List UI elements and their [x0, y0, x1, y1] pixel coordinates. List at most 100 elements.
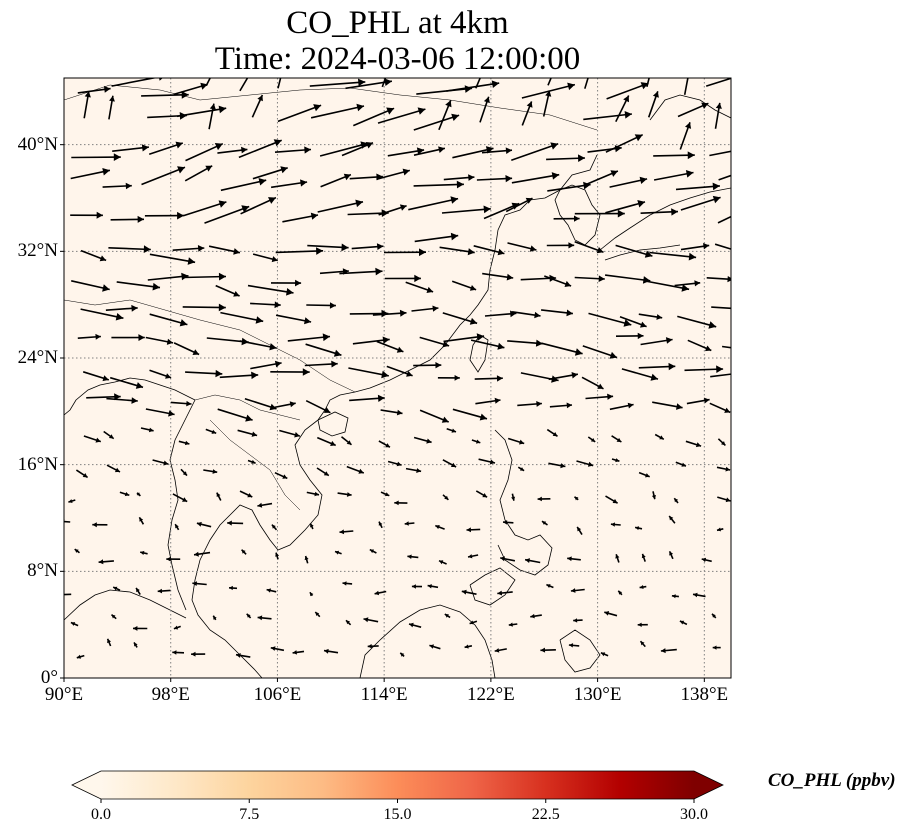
wind-vector-arrow [481, 147, 513, 154]
map-title-line-2: Time: 2024-03-06 12:00:00 [214, 41, 581, 77]
wind-vector-arrow [82, 371, 110, 382]
wind-vector-arrow [341, 436, 352, 446]
wind-vector-arrow [680, 195, 721, 211]
wind-vector-arrow [174, 523, 180, 531]
wind-vector-arrow [621, 368, 659, 381]
wind-vector-arrow [497, 590, 513, 596]
wind-vector-arrow [467, 554, 479, 559]
wind-vector-arrow [279, 429, 301, 438]
wind-vector-arrow [185, 142, 224, 162]
lon-tick-label: 130°E [573, 684, 622, 705]
wind-vector-arrow [108, 245, 151, 253]
wind-vector-arrow [204, 205, 250, 224]
wind-vector-arrow [568, 643, 580, 648]
wind-vector-arrow [76, 654, 85, 659]
wind-vector-arrow [640, 337, 673, 346]
wind-vector-arrow [173, 82, 208, 96]
wind-vector-arrow [585, 393, 614, 400]
wind-vector-arrow [277, 78, 282, 89]
wind-vector-arrow [408, 622, 422, 628]
wind-vector-arrow [437, 375, 460, 381]
wind-vector-arrow [239, 78, 249, 92]
wind-vector-arrow [235, 653, 251, 658]
colorbar-over-triangle [694, 771, 723, 799]
wind-vector-arrow [413, 362, 442, 369]
wind-vector-arrow [217, 146, 248, 154]
wind-vector-arrow [654, 433, 665, 440]
wind-vector-arrow [615, 332, 644, 340]
wind-vector-arrow [674, 280, 701, 287]
wind-vector-arrow [75, 469, 89, 479]
wind-vector-arrow [609, 402, 634, 411]
wind-vector-arrow [587, 436, 596, 443]
wind-vector-arrow [252, 166, 288, 180]
wind-vector-arrow [205, 78, 212, 87]
wind-vector-arrow [583, 111, 632, 121]
wind-vector-arrow [106, 638, 112, 647]
wind-vector-arrow [611, 435, 622, 443]
map-title-line-1: CO_PHL at 4km [286, 5, 509, 41]
wind-vector-arrow [384, 274, 421, 283]
wind-vector-arrow [68, 499, 76, 503]
wind-vector-arrow [609, 176, 648, 188]
wind-vector-arrow [108, 95, 115, 120]
wind-vector-arrow [714, 102, 722, 129]
wind-vector-arrow [310, 103, 365, 119]
wind-vector-arrow [478, 458, 496, 465]
wind-vector-arrow [549, 402, 573, 409]
wind-vector-arrow [692, 592, 706, 598]
wind-vector-arrow [651, 491, 656, 500]
wind-vector-arrow [507, 339, 543, 347]
wind-vector-arrow [443, 174, 475, 181]
wind-vector-arrow [316, 436, 337, 447]
wind-vectors [64, 78, 731, 659]
wind-vector-arrow [567, 556, 581, 562]
wind-vector-arrow [717, 438, 726, 446]
wind-vector-arrow [653, 170, 694, 181]
wind-vector-arrow [419, 336, 450, 348]
wind-vector-arrow [110, 613, 117, 620]
wind-vector-arrow [548, 372, 579, 381]
wind-vector-arrow [149, 313, 188, 327]
wind-vector-arrow [706, 276, 731, 283]
wind-vector-arrow [77, 85, 111, 94]
wind-vector-arrow [716, 527, 724, 532]
wind-vector-arrow [228, 585, 238, 591]
wind-vector-arrow [176, 105, 227, 118]
wind-vector-arrow [411, 305, 439, 312]
wind-vector-arrow [652, 401, 683, 410]
wind-vector-arrow [383, 248, 427, 257]
wind-vector-arrow [149, 253, 196, 265]
wind-vector-arrow [443, 333, 485, 343]
wind-vector-arrow [152, 459, 169, 466]
wind-vector-arrow [172, 650, 185, 655]
wind-vector-arrow [191, 651, 206, 657]
wind-vector-arrow [304, 555, 309, 564]
wind-vector-arrow [680, 243, 710, 251]
wind-vector-arrow [505, 197, 533, 213]
wind-vector-arrow [407, 554, 419, 559]
wind-vector-arrow [673, 497, 679, 504]
wind-vector-arrow [203, 469, 218, 474]
lat-tick-label: 16°N [17, 453, 58, 475]
wind-vector-arrow [274, 146, 312, 154]
lat-tick-label: 32°N [17, 240, 58, 262]
wind-vector-arrow [508, 622, 518, 627]
wind-vector-arrow [604, 274, 651, 284]
wind-vector-arrow [270, 401, 296, 409]
wind-vector-arrow [540, 647, 556, 653]
wind-vector-arrow [147, 272, 189, 281]
wind-vector-arrow [70, 168, 111, 180]
wind-vector-arrow [405, 281, 434, 293]
wind-vector-arrow [135, 587, 141, 596]
wind-vector-arrow [574, 241, 604, 254]
wind-vector-arrow [399, 652, 405, 657]
wind-vector-arrow [442, 459, 457, 468]
wind-vector-arrow [649, 251, 697, 261]
wind-vector-arrow [105, 304, 138, 312]
wind-vector-arrow [553, 215, 580, 222]
wind-vector-arrow [671, 594, 679, 599]
wind-vector-arrow [442, 312, 478, 325]
wind-vector-arrow [686, 397, 710, 405]
